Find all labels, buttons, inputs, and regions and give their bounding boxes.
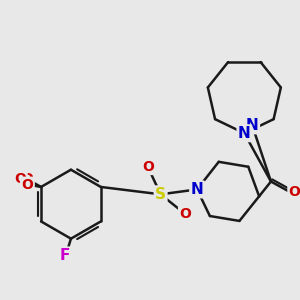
- Text: F: F: [60, 248, 70, 263]
- Text: O: O: [179, 207, 191, 221]
- Text: S: S: [155, 187, 166, 202]
- Text: O: O: [14, 172, 26, 186]
- Text: O: O: [289, 185, 300, 200]
- Text: N: N: [238, 126, 251, 141]
- Text: O: O: [21, 172, 33, 186]
- Text: N: N: [246, 118, 259, 133]
- Text: O: O: [21, 178, 33, 192]
- Text: N: N: [191, 182, 203, 197]
- Text: O: O: [142, 160, 154, 174]
